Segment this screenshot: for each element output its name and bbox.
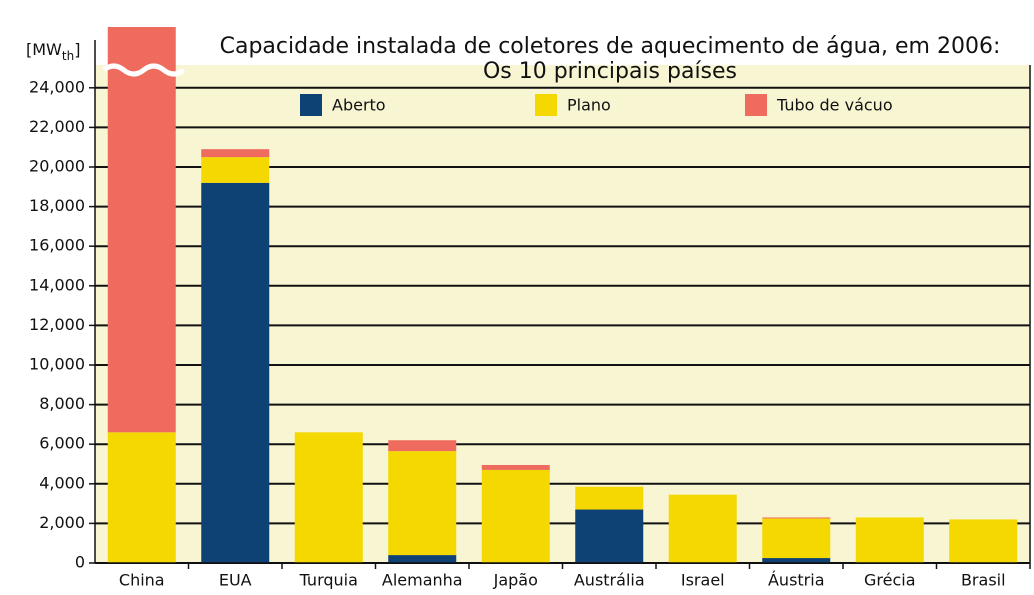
x-tick-label: Grécia [864,571,916,590]
x-tick-label: Israel [681,571,725,590]
bar-segment [201,157,270,183]
bar-segment [107,432,176,563]
y-axis-label-part: th [62,49,74,63]
bar-segment [388,451,457,556]
x-tick-label: Áustria [768,571,825,590]
legend-label: Tubo de vácuo [776,96,893,115]
y-tick-label: 20,000 [29,157,85,176]
y-tick-label: 14,000 [29,275,85,294]
bar-segment [575,486,644,510]
bar-segment [575,509,644,563]
y-tick-label: 22,000 [29,117,85,136]
x-tick-label: EUA [219,571,252,590]
legend-label: Aberto [332,96,386,115]
y-axis-label-part: ] [74,40,80,59]
y-tick-label: 0 [75,553,85,572]
y-tick-label: 10,000 [29,355,85,374]
bar-segment [855,517,924,563]
chart-title: Os 10 principais países [483,59,737,84]
bar-segment [201,149,270,158]
bar-segment [481,464,550,470]
bar-segment [107,27,176,433]
y-tick-label: 2,000 [39,513,85,532]
x-tick-label: China [119,571,165,590]
bars [107,27,1018,563]
y-tick-label: 16,000 [29,236,85,255]
bar-segment [762,517,831,519]
chart-title: Capacidade instalada de coletores de aqu… [220,34,1001,59]
y-tick-label: 4,000 [39,473,85,492]
bar-segment [388,440,457,452]
x-tick-label: Austrália [574,571,645,590]
legend-swatch [535,94,557,116]
legend-label: Plano [567,96,611,115]
bar-segment [201,182,270,563]
y-tick-label: 8,000 [39,394,85,413]
y-tick-label: 6,000 [39,434,85,453]
y-axis-label-part: [MW [26,40,62,59]
bar-segment [388,555,457,563]
y-axis-label: [MWth] [26,40,80,63]
legend-swatch [745,94,767,116]
axis-break [102,63,186,77]
bar-segment [949,519,1018,563]
x-tick-label: Turquia [299,571,358,590]
y-tick-label: 24,000 [29,77,85,96]
x-tick-label: Brasil [961,571,1006,590]
bar-segment [481,469,550,563]
bar-segment [762,558,831,563]
bar-segment [294,432,363,563]
x-tick-label: Japão [493,571,538,590]
y-tick-label: 18,000 [29,196,85,215]
bar-segment [668,494,737,563]
y-tick-label: 12,000 [29,315,85,334]
legend-swatch [300,94,322,116]
x-tick-label: Alemanha [382,571,463,590]
bar-segment [762,518,831,559]
